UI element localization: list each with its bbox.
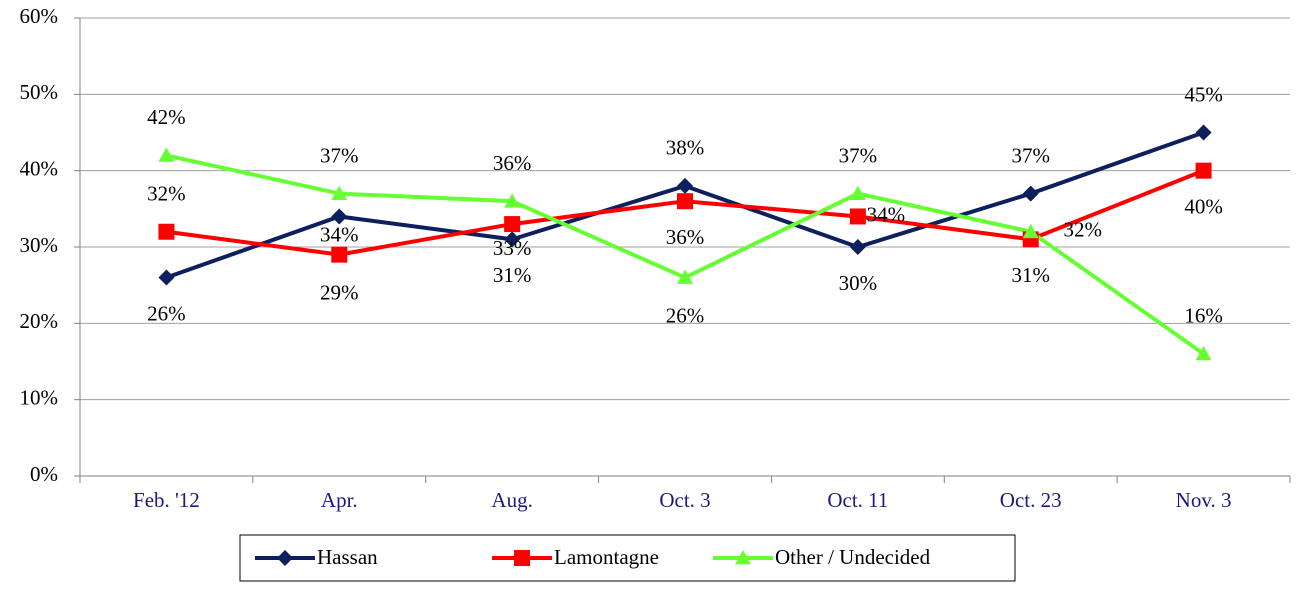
- marker: [849, 208, 866, 225]
- marker: [158, 147, 175, 162]
- legend-box: [239, 534, 1016, 582]
- y-tick-label: 50%: [20, 80, 59, 104]
- marker: [1022, 185, 1039, 202]
- y-tick-label: 10%: [20, 385, 59, 409]
- data-label: 38%: [666, 136, 705, 160]
- y-tick-label: 0%: [30, 462, 58, 486]
- y-tick-label: 20%: [20, 309, 59, 333]
- data-label: 37%: [320, 143, 359, 167]
- x-tick-label: Oct. 3: [659, 488, 710, 512]
- data-label: 30%: [839, 271, 878, 295]
- data-label: 36%: [493, 151, 532, 175]
- y-tick-label: 40%: [20, 156, 59, 180]
- marker: [1195, 124, 1212, 141]
- legend-label: Hassan: [317, 545, 378, 569]
- marker: [504, 193, 521, 208]
- marker: [277, 550, 293, 566]
- data-label: 36%: [666, 225, 705, 249]
- marker: [677, 269, 693, 284]
- y-tick-label: 30%: [20, 233, 59, 257]
- x-tick-label: Apr.: [321, 488, 358, 512]
- x-tick-label: Aug.: [491, 488, 532, 512]
- marker: [158, 223, 175, 240]
- data-label: 32%: [1063, 218, 1102, 242]
- marker: [1195, 162, 1212, 179]
- data-label: 31%: [1011, 263, 1050, 287]
- legend-label: Other / Undecided: [775, 545, 931, 569]
- x-tick-label: Nov. 3: [1176, 488, 1232, 512]
- data-label: 45%: [1184, 82, 1223, 106]
- data-label: 34%: [867, 202, 906, 226]
- data-label: 37%: [1011, 143, 1050, 167]
- marker: [677, 193, 693, 210]
- data-label: 26%: [147, 301, 186, 325]
- marker: [331, 185, 348, 200]
- marker: [504, 231, 521, 248]
- data-label: 33%: [493, 236, 532, 260]
- marker: [849, 239, 866, 255]
- marker: [331, 208, 348, 225]
- marker: [849, 185, 866, 200]
- data-label: 16%: [1184, 304, 1223, 328]
- data-label: 29%: [320, 280, 359, 304]
- data-label: 26%: [666, 303, 705, 327]
- marker: [1195, 345, 1212, 361]
- marker: [735, 550, 751, 565]
- x-tick-label: Oct. 23: [1000, 488, 1062, 512]
- x-tick-label: Feb. '12: [133, 488, 200, 512]
- data-label: 31%: [493, 263, 532, 287]
- marker: [1022, 223, 1039, 239]
- x-tick-label: Oct. 11: [827, 488, 888, 512]
- y-tick-label: 60%: [20, 4, 59, 28]
- marker: [514, 550, 530, 566]
- data-label: 40%: [1184, 194, 1223, 218]
- marker: [158, 269, 175, 286]
- marker: [504, 216, 521, 233]
- marker: [331, 246, 348, 263]
- data-label: 32%: [147, 182, 186, 206]
- data-label: 34%: [320, 222, 359, 246]
- marker: [677, 177, 693, 194]
- data-label: 37%: [839, 143, 878, 167]
- legend-label: Lamontagne: [554, 545, 659, 569]
- data-label: 42%: [147, 105, 186, 129]
